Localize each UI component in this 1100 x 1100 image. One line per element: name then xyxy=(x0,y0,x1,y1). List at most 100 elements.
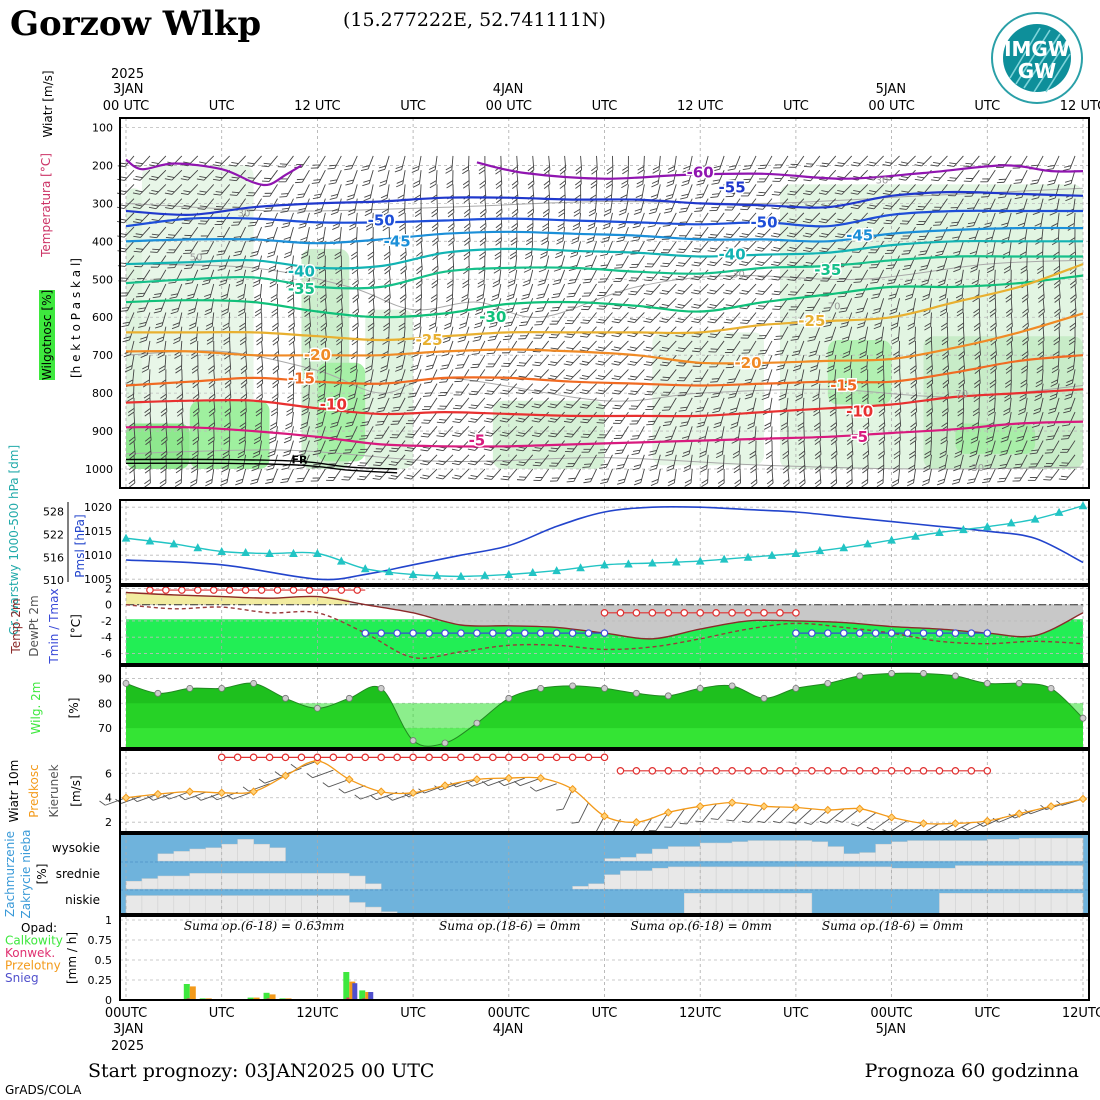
barb-flag xyxy=(619,208,627,213)
barb-shaft xyxy=(253,198,262,211)
barb-flag xyxy=(707,250,715,253)
barb-shaft xyxy=(464,326,470,341)
barb-shaft xyxy=(139,184,151,195)
barb-flag xyxy=(267,254,275,258)
barb-shaft xyxy=(989,212,996,227)
wind-barb xyxy=(379,170,390,187)
wind-barb xyxy=(183,241,199,254)
barb-flag xyxy=(312,164,320,166)
barb-flag xyxy=(316,237,324,241)
barb-flag xyxy=(644,266,653,268)
barb-shaft xyxy=(293,355,295,370)
barb-flag xyxy=(969,251,977,255)
barb-flag xyxy=(821,190,829,193)
humidity-area xyxy=(317,362,366,462)
barb-flag xyxy=(278,181,286,183)
barb-flag xyxy=(982,178,990,180)
barb-flag xyxy=(622,166,629,171)
barb-shaft xyxy=(586,340,597,352)
wind-barb xyxy=(278,169,294,183)
barb-flag xyxy=(723,236,731,239)
barb-shaft xyxy=(445,369,454,382)
barb-flag xyxy=(557,222,565,228)
barb-flag xyxy=(899,223,908,225)
barb-flag xyxy=(591,166,598,172)
barb-flag xyxy=(457,339,465,343)
barb-flag xyxy=(463,208,471,214)
station-title: Gorzow Wlkp xyxy=(10,4,261,44)
barb-shaft xyxy=(687,170,693,184)
barb-flag xyxy=(557,226,565,231)
wind-barb xyxy=(637,155,645,175)
barb-flag xyxy=(301,251,309,256)
barb-shaft xyxy=(604,269,613,283)
barb-flag xyxy=(540,254,547,259)
wind-barb xyxy=(691,241,709,253)
barb-flag xyxy=(726,206,735,208)
barb-flag xyxy=(511,222,518,229)
barb-flag xyxy=(414,194,421,199)
barb-shaft xyxy=(634,369,645,381)
barb-flag xyxy=(212,178,221,181)
barb-flag xyxy=(629,423,637,425)
wind-barb xyxy=(479,241,486,260)
barb-shaft xyxy=(1056,212,1060,227)
barb-shaft xyxy=(763,312,773,325)
barb-shaft xyxy=(667,241,677,254)
barb-shaft xyxy=(810,169,821,182)
barb-flag xyxy=(463,237,471,243)
barb-shaft xyxy=(889,184,900,195)
barb-flag xyxy=(413,180,421,185)
wind-barb xyxy=(933,212,948,226)
barb-flag xyxy=(133,178,141,181)
barb-flag xyxy=(1047,182,1055,186)
barb-flag xyxy=(724,209,733,211)
barb-flag xyxy=(787,193,795,196)
barb-flag xyxy=(525,240,533,246)
wind-barb xyxy=(627,369,645,381)
wind-barb xyxy=(850,169,868,181)
barb-shaft xyxy=(763,169,773,183)
wind-barb xyxy=(262,184,278,197)
barb-flag xyxy=(310,167,319,169)
barb-shaft xyxy=(1023,212,1028,227)
wind-barb xyxy=(834,212,853,224)
wind-barb xyxy=(788,155,805,168)
barb-flag xyxy=(789,247,797,250)
barb-shaft xyxy=(673,155,677,170)
barb-flag xyxy=(135,248,144,250)
barb-flag xyxy=(477,279,485,285)
wind-barb xyxy=(644,269,661,282)
wind-barb xyxy=(947,169,964,182)
barb-flag xyxy=(711,207,719,209)
barb-flag xyxy=(495,222,502,229)
wind-barb xyxy=(802,226,821,238)
barb-shaft xyxy=(352,170,358,184)
barb-shaft xyxy=(508,354,518,367)
barb-shaft xyxy=(623,226,629,241)
barb-shaft xyxy=(873,184,884,195)
barb-flag xyxy=(396,180,404,184)
barb-shaft xyxy=(335,169,342,184)
barb-flag xyxy=(621,183,628,189)
barb-flag xyxy=(764,425,771,430)
barb-shaft xyxy=(593,212,597,227)
barb-flag xyxy=(884,237,892,239)
barb-flag xyxy=(788,166,796,168)
barb-shaft xyxy=(625,198,629,213)
barb-shaft xyxy=(714,297,725,309)
wind-barb xyxy=(611,340,629,352)
wind-barb xyxy=(181,198,199,210)
barb-flag xyxy=(311,182,320,184)
barb-flag xyxy=(269,425,277,430)
barb-flag xyxy=(541,240,548,246)
wind-barb xyxy=(553,255,566,272)
barb-flag xyxy=(150,251,158,253)
wind-barb xyxy=(627,326,645,338)
barb-flag xyxy=(315,208,323,212)
wind-barb xyxy=(436,440,454,452)
barb-flag xyxy=(168,234,176,236)
barb-shaft xyxy=(468,198,471,213)
barb-flag xyxy=(590,183,598,189)
barb-flag xyxy=(885,205,893,207)
